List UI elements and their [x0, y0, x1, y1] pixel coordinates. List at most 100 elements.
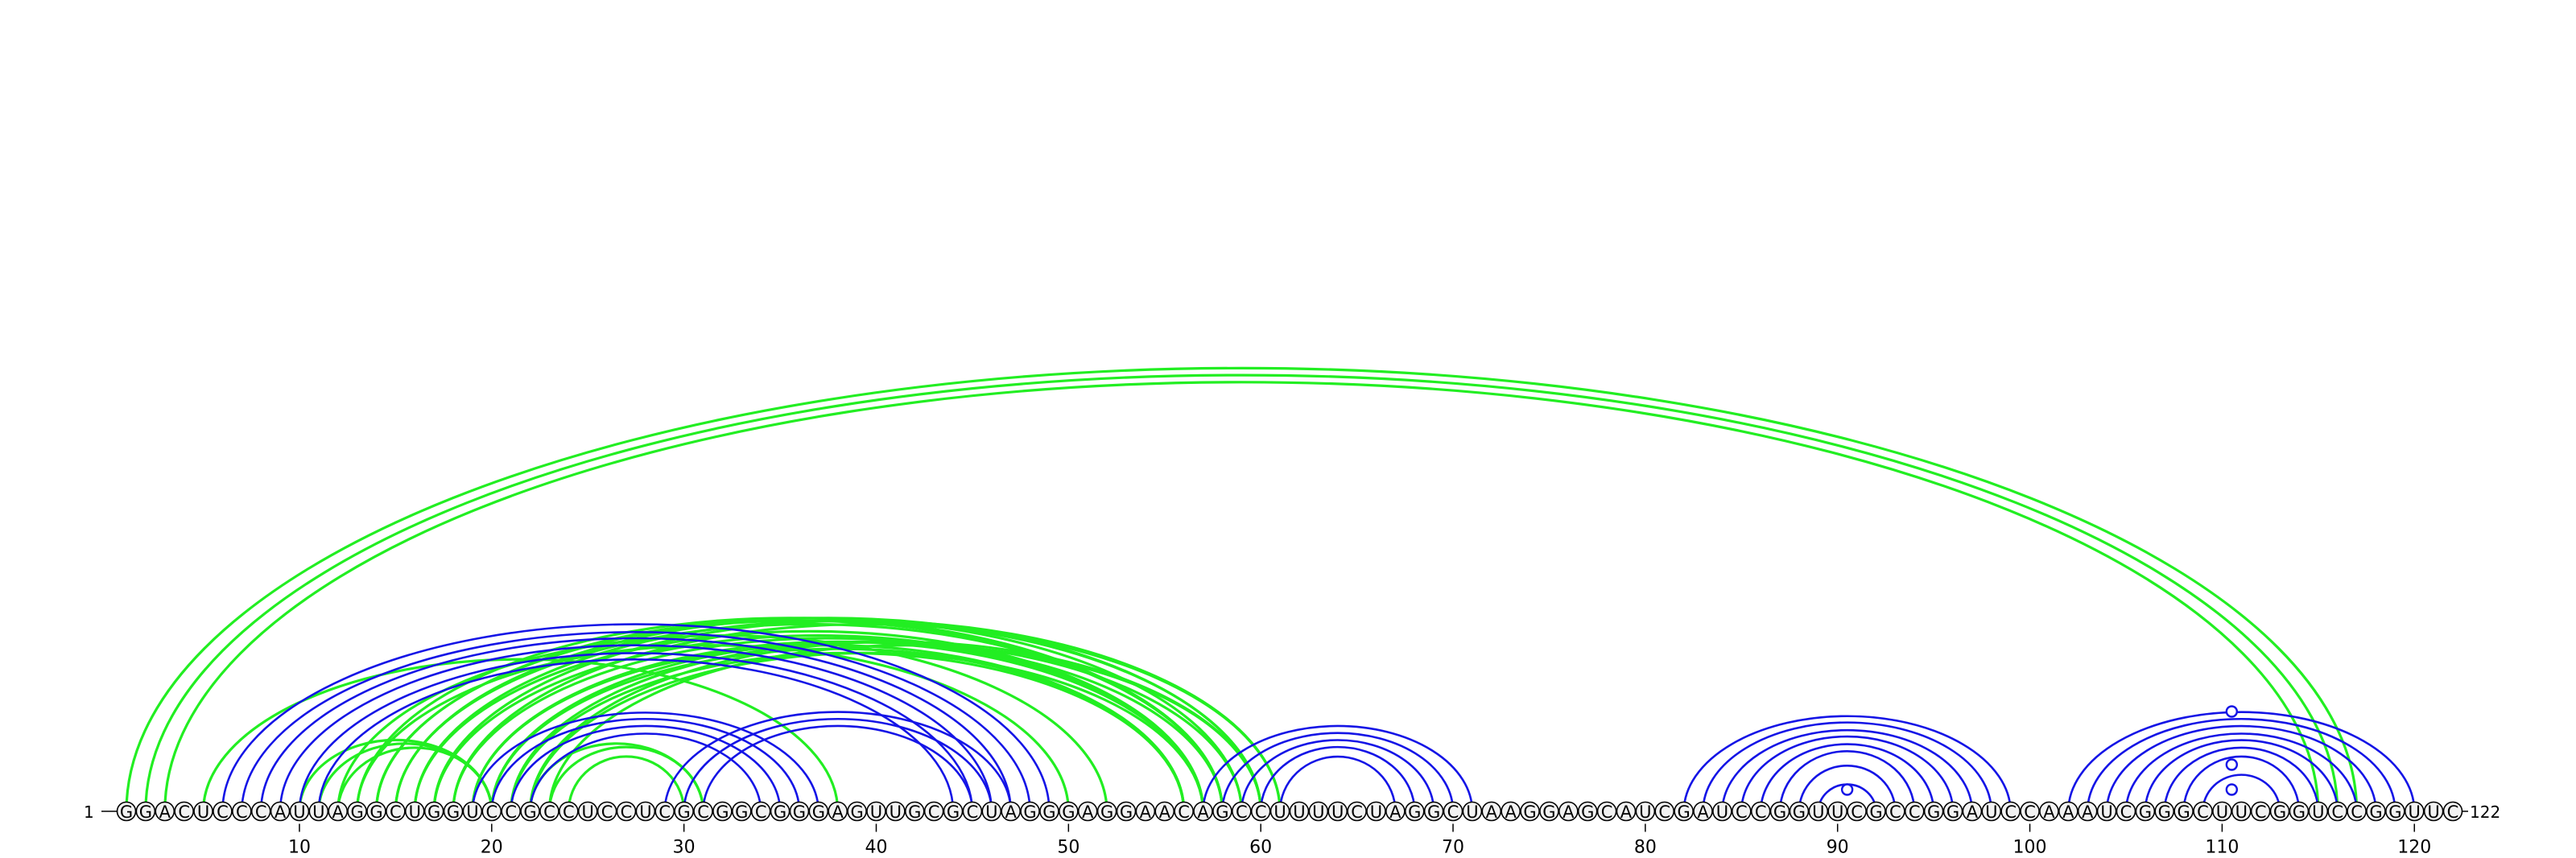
nucleotide-letter: U — [1370, 802, 1382, 822]
nucleotide: G — [1020, 801, 1040, 822]
nucleotide-letter: A — [1620, 802, 1633, 822]
nucleotide-circle — [770, 801, 791, 822]
nucleotide: G — [847, 801, 867, 822]
nucleotide: G — [2135, 801, 2156, 822]
nucleotide-circle — [1654, 801, 1675, 822]
nucleotide-letter: G — [1581, 802, 1594, 822]
nucleotide-letter: G — [2388, 802, 2401, 822]
nucleotide: G — [116, 801, 137, 822]
nucleotide-circle — [1923, 801, 1944, 822]
nucleotide: U — [1327, 801, 1348, 822]
nucleotide-circle — [1731, 801, 1752, 822]
nucleotide-letter: U — [312, 802, 324, 822]
nucleotide: U — [635, 801, 656, 822]
nucleotide-circle — [962, 801, 983, 822]
nucleotide: G — [2154, 801, 2175, 822]
nucleotide: C — [654, 801, 675, 822]
nucleotide-letter: G — [735, 802, 748, 822]
nucleotide-circle — [1462, 801, 1483, 822]
nucleotide: U — [308, 801, 329, 822]
nucleotide-circle — [2347, 801, 2367, 822]
nucleotide: C — [1904, 801, 1925, 822]
nucleotide-circle — [597, 801, 617, 822]
nucleotide-circle — [1193, 801, 1213, 822]
nucleotide: C — [1250, 801, 1271, 822]
nucleotide: A — [155, 801, 175, 822]
nucleotide: C — [1847, 801, 1867, 822]
nucleotide: C — [597, 801, 617, 822]
nucleotide: G — [789, 801, 810, 822]
nucleotide-letter: U — [2235, 802, 2248, 822]
blue-arc — [317, 658, 955, 812]
nucleotide: C — [501, 801, 521, 822]
blue-arc — [2067, 711, 2416, 812]
nucleotide-circle — [443, 801, 464, 822]
nucleotide: G — [347, 801, 367, 822]
nucleotide-circle — [1077, 801, 1098, 822]
nucleotide: U — [1808, 801, 1829, 822]
nucleotide-circle — [501, 801, 521, 822]
nucleotide: A — [2039, 801, 2059, 822]
nucleotide: U — [886, 801, 906, 822]
nucleotide-letter: U — [293, 802, 305, 822]
nucleotide-circle — [2404, 801, 2425, 822]
nucleotide: U — [866, 801, 886, 822]
nucleotide-letter: G — [1773, 802, 1786, 822]
nucleotide-letter: U — [1985, 802, 1997, 822]
nucleotide: A — [1693, 801, 1713, 822]
nucleotide-circle — [1020, 801, 1040, 822]
nucleotide-circle — [1423, 801, 1444, 822]
nucleotide-circle — [539, 801, 559, 822]
nucleotide-letter: G — [427, 802, 440, 822]
nucleotide: U — [462, 801, 483, 822]
blue-arc — [529, 732, 762, 812]
nucleotide-circle — [1769, 801, 1790, 822]
blue-arc — [2105, 724, 2377, 812]
nucleotide: C — [2442, 801, 2463, 822]
nucleotide-letter: U — [1831, 802, 1843, 822]
nucleotide-circle — [232, 801, 252, 822]
blue-arc — [1240, 739, 1435, 812]
nucleotide: G — [2366, 801, 2386, 822]
nucleotide-circle — [404, 801, 425, 822]
blue-arc — [471, 712, 820, 812]
nucleotide: C — [2250, 801, 2271, 822]
nucleotide-letter: A — [1197, 802, 1209, 822]
nucleotide-letter: G — [774, 802, 786, 822]
blue-arc — [298, 652, 974, 812]
axis-tick-label: 30 — [673, 838, 696, 858]
nucleotide-circle — [981, 801, 1002, 822]
nucleotide-letter: C — [2255, 802, 2267, 822]
nucleotide-circle — [423, 801, 444, 822]
nucleotide: A — [1962, 801, 1983, 822]
nucleotide-circle — [2135, 801, 2156, 822]
nucleotide-letter: U — [2312, 802, 2324, 822]
nucleotide: G — [1866, 801, 1886, 822]
nucleotide: C — [1731, 801, 1752, 822]
nucleotide-letter: C — [217, 802, 229, 822]
nucleotide-letter: G — [1523, 802, 1536, 822]
nucleotide: A — [1501, 801, 1521, 822]
nucleotide: C — [1231, 801, 1252, 822]
nucleotide-letter: C — [697, 802, 709, 822]
nucleotide: U — [1712, 801, 1732, 822]
nucleotide-circle — [481, 801, 502, 822]
nucleotide-letter: C — [2331, 802, 2343, 822]
nucleotide-letter: A — [1697, 802, 1709, 822]
nucleotide-circle — [213, 801, 233, 822]
nucleotide: A — [1077, 801, 1098, 822]
nucleotide: C — [1750, 801, 1771, 822]
position-axis: 1 122 10 20 30 40 50 60 70 80 90 100 110 120 — [84, 802, 2500, 858]
nucleotide: G — [674, 801, 694, 822]
nucleotide: G — [1096, 801, 1117, 822]
nucleotide-circle — [1154, 801, 1175, 822]
nucleotide-letter: A — [1140, 802, 1152, 822]
nucleotide: U — [1827, 801, 1847, 822]
nucleotide: U — [1269, 801, 1290, 822]
blue-arc — [1221, 732, 1455, 812]
nucleotide-letter: G — [908, 802, 921, 822]
nucleotide: A — [1558, 801, 1579, 822]
nucleotide: U — [1308, 801, 1329, 822]
axis-tick-label: 10 — [288, 838, 311, 858]
